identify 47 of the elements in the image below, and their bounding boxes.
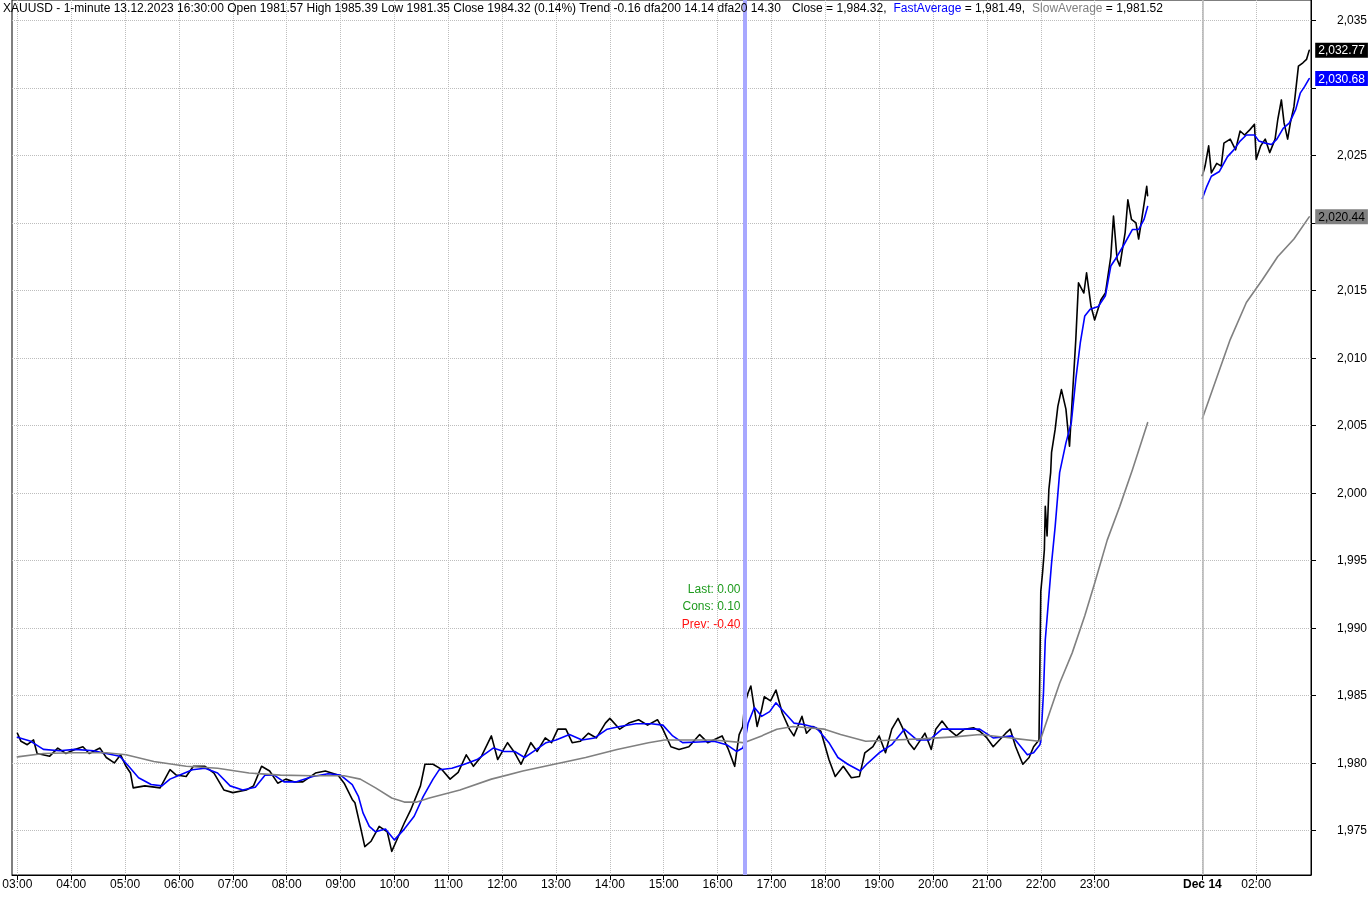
x-tick-label: 19:00 [864, 877, 895, 891]
x-tick-label: 18:00 [810, 877, 841, 891]
text: FastAverage [893, 1, 962, 15]
x-tick-label: 20:00 [918, 877, 949, 891]
x-tick-label: 11:00 [433, 877, 464, 891]
x-tick-label: 08:00 [271, 877, 303, 891]
y-tick-label: 2,000 [1337, 485, 1368, 500]
x-tick-label: 12:00 [487, 877, 518, 891]
x-tick-label: 10:00 [379, 877, 410, 891]
x-tick-label: 09:00 [325, 877, 356, 891]
annotation: = 1,981.49, [961, 1, 1026, 15]
y-tick-label: 2,025 [1337, 148, 1368, 163]
x-tick-label: 22:00 [1025, 877, 1057, 891]
x-tick-label: 07:00 [217, 877, 249, 891]
x-tick-label: 03:00 [2, 877, 33, 891]
y-tick-label: 2,005 [1337, 418, 1368, 433]
x-tick-label: 05:00 [110, 877, 141, 891]
annotation: Cons: 0.10 [682, 599, 741, 614]
x-tick-label: 06:00 [163, 877, 195, 891]
x-tick-label: 04:00 [56, 877, 87, 891]
annotation: 2,020.44 [1318, 209, 1366, 224]
y-tick-label: 2,015 [1337, 283, 1368, 298]
annotation: 2,030.68 [1318, 71, 1366, 86]
x-tick-label: 21:00 [971, 877, 1003, 891]
y-tick-label: 1,980 [1337, 755, 1368, 770]
annotation: = 1,981.52 [1102, 1, 1164, 15]
text: SlowAverage [1032, 1, 1103, 15]
annotation: = 1,984.32, [822, 1, 887, 15]
y-tick-label: 1,995 [1337, 553, 1368, 568]
annotation: Prev: -0.40 [681, 616, 741, 631]
annotation: Last: 0.00 [687, 581, 741, 596]
x-tick-label: 02:00 [1241, 877, 1272, 891]
x-tick-label: 17:00 [756, 877, 787, 891]
x-tick-label: 23:00 [1079, 877, 1110, 891]
y-tick-label: 1,975 [1337, 823, 1368, 838]
y-tick-label: 1,990 [1337, 620, 1368, 635]
chart-title: XAUUSD - 1-minute 13.12.2023 16:30:00 Open 1981.57 High 1985.39 Low 1981.35 Close 1984.32 (0.14%) Trend -0.16 dfa200 14.14 dfa20 14.30 [3, 1, 782, 15]
y-tick-label: 1,985 [1337, 688, 1368, 703]
x-tick-label: 14:00 [594, 877, 626, 891]
x-tick-label: Dec 14 [1183, 877, 1223, 891]
y-tick-label: 2,010 [1337, 350, 1368, 365]
annotation: 2,032.77 [1318, 43, 1366, 58]
y-tick-label: 2,035 [1337, 13, 1368, 28]
x-tick-label: 15:00 [648, 877, 680, 891]
text: Close [792, 1, 824, 15]
x-tick-label: 13:00 [541, 877, 572, 891]
x-tick-label: 16:00 [702, 877, 733, 891]
